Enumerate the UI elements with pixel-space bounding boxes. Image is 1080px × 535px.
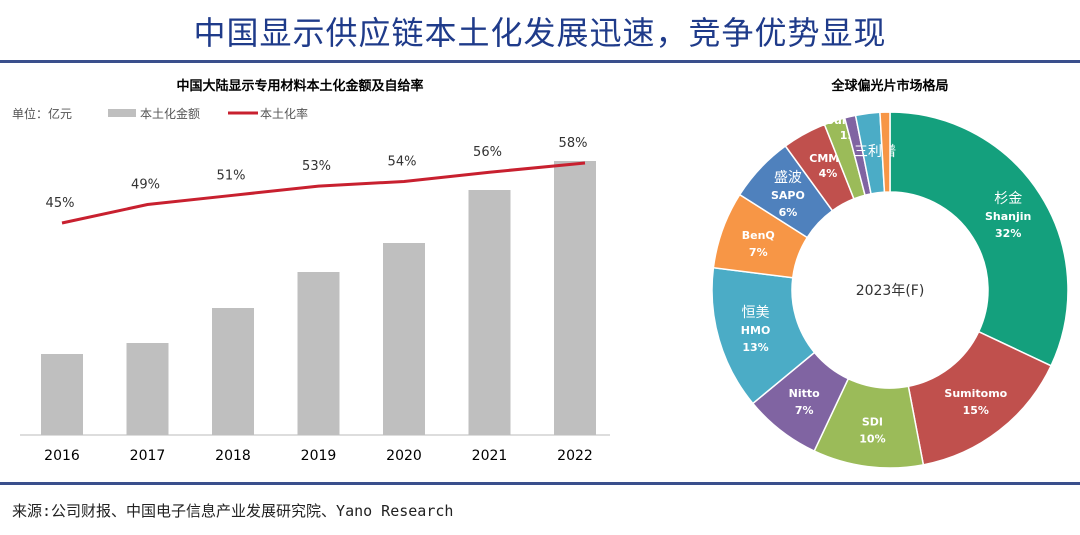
slice-label: 恒美 [742, 305, 770, 321]
slice-label: 13% [742, 341, 768, 354]
line-data-label: 56% [473, 145, 502, 160]
slice-label: 盛波 [774, 170, 802, 186]
x-tick-label: 2017 [130, 448, 166, 464]
source-note: 来源:公司财报、中国电子信息产业发展研究院、Yano Research [12, 502, 454, 520]
line-data-label: 58% [559, 136, 588, 151]
pie-center-label: 2023年(F) [856, 283, 925, 299]
slice-label: 32% [995, 227, 1021, 240]
slice-label: Nitto [789, 387, 820, 400]
slice-label: BenQ [742, 229, 775, 242]
x-tick-label: 2020 [386, 448, 422, 464]
page-title: 中国显示供应链本土化发展迅速，竞争优势显现 [193, 14, 887, 52]
slice-label: HMO [741, 324, 771, 337]
pie-slice [879, 111, 891, 193]
slice-label: 杉金 [994, 191, 1022, 207]
line-data-label: 45% [46, 196, 75, 211]
bar [212, 308, 254, 435]
slice-label: 6% [779, 206, 798, 219]
line-data-label: 49% [131, 178, 160, 193]
rate-line [61, 161, 586, 225]
legend-line: 本土化率 [260, 106, 308, 121]
x-tick-label: 2022 [557, 448, 593, 464]
slice-label: Shanjin [985, 210, 1031, 223]
x-tick-label: 2018 [215, 448, 251, 464]
legend-bar-swatch [108, 109, 136, 117]
x-tick-label: 2021 [472, 448, 508, 464]
slice-label: 15% [963, 404, 989, 417]
slice-label: 7% [749, 246, 768, 259]
slice-label: SAPO [771, 189, 805, 202]
bar [297, 272, 340, 435]
x-tick-label: 2019 [301, 448, 337, 464]
slice-label: SDI [862, 415, 883, 428]
slice-label: Sumitomo [944, 387, 1007, 400]
slice-label: 10% [859, 432, 885, 445]
bar [383, 243, 425, 435]
top-divider [0, 60, 1080, 63]
bar [554, 161, 596, 435]
legend-bar: 本土化金额 [140, 106, 200, 121]
unit-label: 单位：亿元 [12, 106, 72, 121]
line-data-label: 53% [302, 159, 331, 174]
pie-slice [889, 111, 1069, 367]
x-tick-label: 2016 [44, 448, 80, 464]
slice-label: 4% [819, 167, 838, 180]
pie-chart-title: 全球偏光片市场格局 [830, 78, 948, 94]
bar [468, 190, 511, 435]
slice-label: 7% [795, 404, 814, 417]
line-data-label: 54% [388, 154, 417, 169]
bar [41, 354, 83, 435]
bar-chart-title: 中国大陆显示专用材料本土化金额及自给率 [176, 78, 423, 94]
bottom-divider [0, 482, 1080, 485]
line-data-label: 51% [217, 168, 246, 183]
bar [126, 343, 169, 435]
